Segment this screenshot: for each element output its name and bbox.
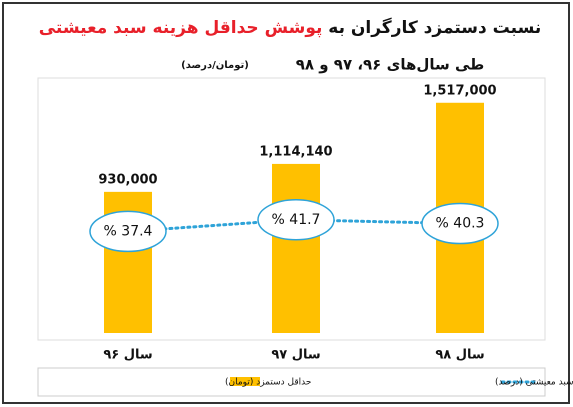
bar bbox=[272, 163, 320, 333]
x-tick-label: سال ۹۷ bbox=[271, 348, 320, 363]
point-bubble bbox=[89, 210, 167, 253]
point-label: % 40.3 bbox=[436, 216, 485, 232]
x-tick-label: سال ۹۸ bbox=[435, 348, 484, 363]
legend-label: حداقل دستمزد (تومان) bbox=[225, 378, 311, 388]
point-label: % 41.7 bbox=[272, 212, 321, 228]
x-tick-label: سال ۹۶ bbox=[103, 348, 152, 363]
bar-label: 930,000 bbox=[98, 172, 157, 187]
point-label: % 37.4 bbox=[104, 223, 153, 239]
legend-swatch bbox=[230, 377, 260, 386]
bar-label: 1,114,140 bbox=[259, 144, 332, 159]
unit-note: (تومان/درصد) bbox=[181, 60, 249, 71]
bar-label: 1,517,000 bbox=[423, 83, 496, 98]
legend bbox=[37, 367, 546, 397]
title-part: پوشش حداقل هزینه سبد معیشتی bbox=[39, 18, 323, 38]
title-part: نسبت دستمزد کارگران به bbox=[328, 17, 541, 38]
point-bubble bbox=[421, 202, 499, 245]
legend-label: نسبت دستمزد به پوشش حداقل هزینه سبد معیش… bbox=[495, 378, 573, 388]
chart-title: نسبت دستمزد کارگران به پوشش حداقل هزینه … bbox=[39, 17, 542, 38]
point-bubble bbox=[257, 199, 335, 241]
subtitle: طی سال‌های ۹۶، ۹۷ و ۹۸ bbox=[296, 56, 485, 74]
